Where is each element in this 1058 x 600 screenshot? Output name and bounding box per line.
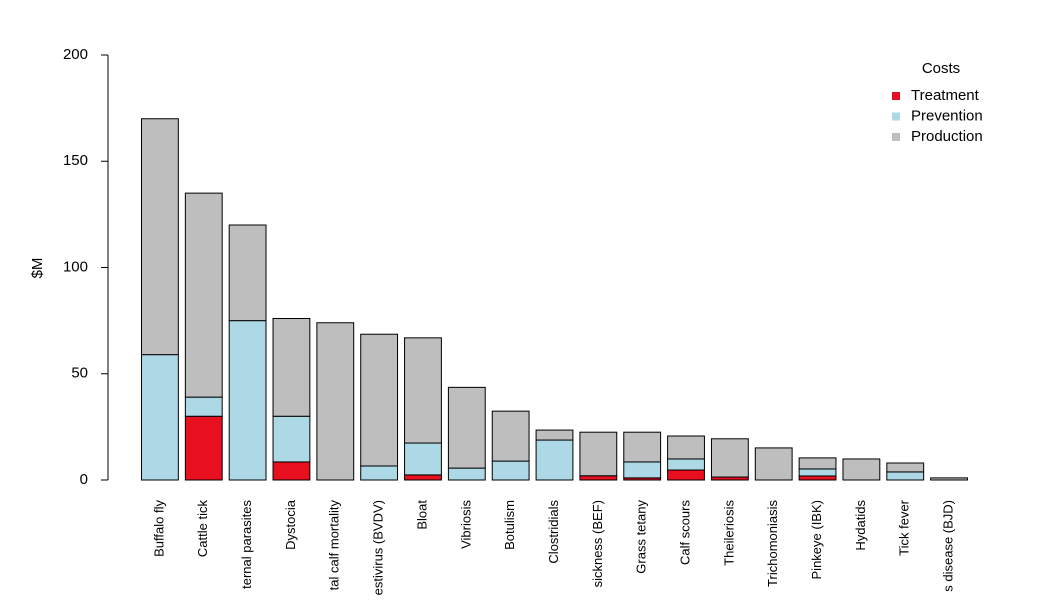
bar-segment	[491, 410, 530, 462]
bar-segment	[798, 468, 837, 477]
x-tick-label: Hydatids	[853, 500, 868, 551]
x-tick-label: sickness (BEF)	[590, 500, 605, 587]
y-tick-label: 200	[63, 46, 88, 63]
legend-label: Production	[911, 128, 983, 145]
y-axis-label: $M	[29, 258, 46, 279]
x-tick-label: Trichomoniasis	[765, 500, 780, 587]
x-tick-label: Clostridials	[546, 500, 561, 564]
x-tick-label: Dystocia	[283, 499, 298, 550]
x-tick-label: Bloat	[414, 500, 429, 530]
x-tick-label: Grass tetany	[634, 500, 649, 574]
bar-segment	[623, 431, 662, 463]
bar-segment	[228, 320, 267, 481]
bar-segment	[184, 192, 223, 398]
legend-label: Prevention	[911, 107, 983, 124]
bar-segment	[667, 458, 705, 471]
y-tick-label: 150	[63, 152, 88, 169]
bar-segment	[141, 354, 179, 481]
bar-segment	[579, 475, 618, 481]
bar-segment	[798, 475, 837, 481]
bar-segment	[667, 469, 705, 481]
x-tick-label: Botulism	[502, 500, 517, 550]
x-tick-label: Cattle tick	[195, 500, 210, 558]
bar-segment	[360, 465, 399, 481]
y-tick-label: 0	[80, 471, 88, 488]
x-tick-label: Pinkeye (IBK)	[809, 500, 824, 579]
bar-segment	[228, 224, 267, 322]
bar-segment	[886, 471, 925, 481]
bar-segment	[447, 467, 486, 481]
bar-segment	[404, 337, 442, 444]
y-tick-label: 100	[63, 258, 88, 275]
x-tick-label: Calf scours	[677, 500, 692, 566]
legend-title: Costs	[922, 60, 960, 77]
x-tick-label: tal calf mortality	[327, 500, 342, 591]
x-tick-label: Buffalo fly	[151, 500, 166, 557]
bar-segment	[798, 457, 837, 470]
bar-segment	[316, 322, 355, 481]
legend-swatch	[892, 133, 900, 141]
bar-segment	[667, 435, 705, 460]
bar-segment	[710, 438, 749, 478]
bar-segment	[272, 318, 311, 417]
bar-segment	[754, 447, 793, 481]
bar-segment	[930, 477, 968, 481]
bar-segment	[623, 461, 662, 479]
bar-segment	[491, 460, 530, 481]
bar-segment	[842, 458, 881, 481]
bar-segment	[184, 396, 223, 417]
legend-swatch	[892, 92, 900, 100]
x-tick-label: estivirus (BVDV)	[371, 500, 386, 595]
bar-segment	[447, 386, 486, 469]
bar-segment	[535, 439, 574, 481]
x-tick-label: s disease (BJD)	[941, 500, 956, 592]
bar-segment	[404, 442, 442, 476]
legend-swatch	[892, 112, 900, 121]
bar-segment	[579, 431, 618, 477]
x-tick-label: Theileriosis	[721, 500, 736, 566]
bar-segment	[360, 333, 399, 467]
bar-segment	[404, 474, 442, 481]
y-tick-label: 50	[71, 365, 88, 382]
bar-segment	[184, 415, 223, 481]
bar-segment	[535, 429, 574, 441]
x-tick-label: Vibriosis	[458, 500, 473, 549]
bar-segment	[141, 118, 179, 356]
bar-segment	[886, 462, 925, 473]
x-tick-label: ternal parasites	[239, 500, 254, 589]
legend-label: Treatment	[911, 87, 980, 104]
x-tick-label: Tick fever	[897, 499, 912, 556]
bar-segment	[272, 415, 311, 463]
bar-segment	[272, 461, 311, 481]
